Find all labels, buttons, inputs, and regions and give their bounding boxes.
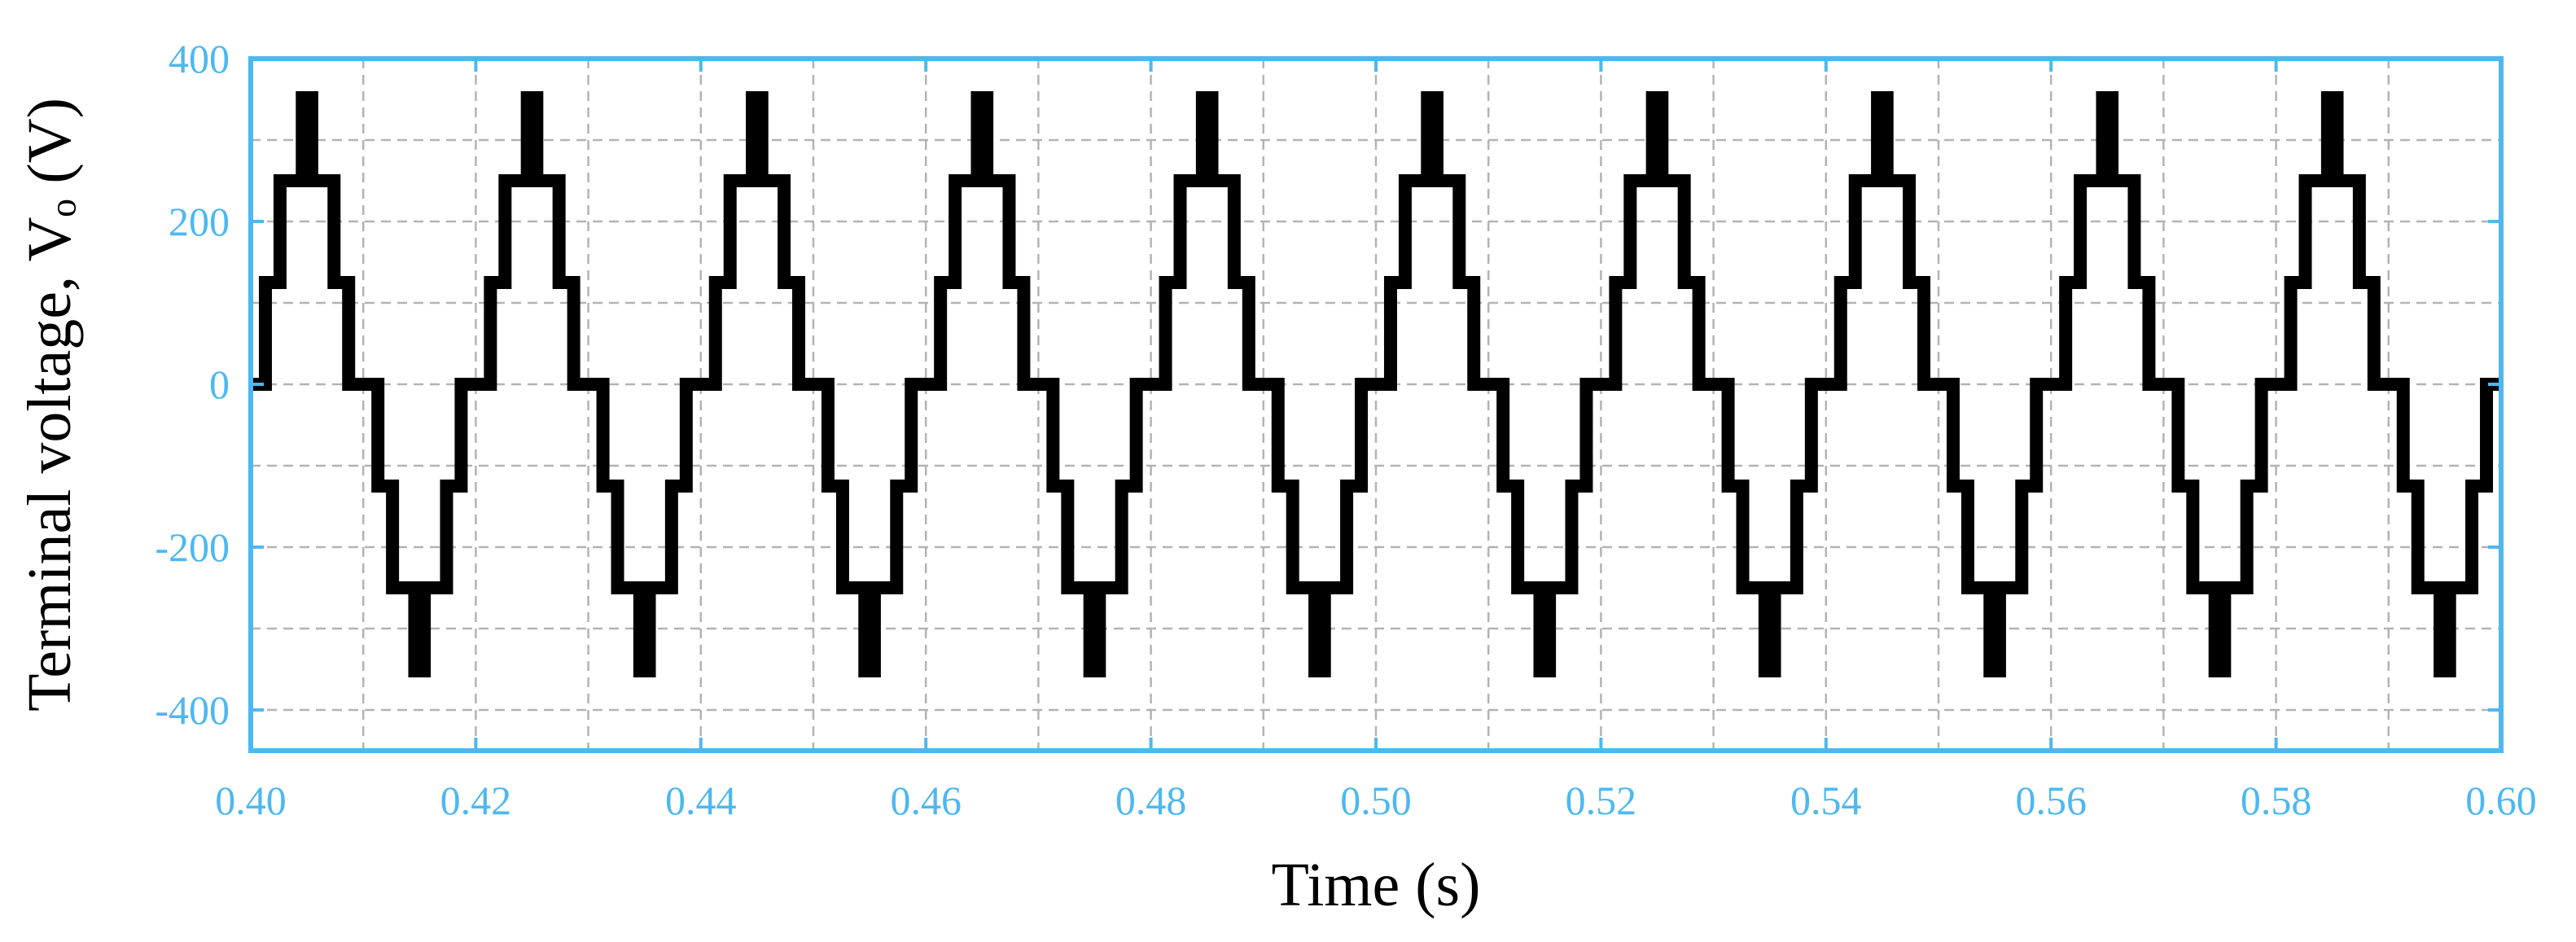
pwm-band	[1758, 588, 1781, 677]
y-tick-label: 200	[169, 199, 230, 244]
pwm-band	[746, 91, 769, 181]
pwm-band	[1195, 91, 1219, 181]
y-tick-labels: 400 200 0 -200 -400	[155, 36, 230, 733]
y-tick-label: -400	[155, 687, 230, 733]
pwm-band	[970, 91, 994, 181]
grid-lines	[251, 57, 2501, 751]
pwm-band	[633, 588, 656, 677]
pwm-band	[2208, 588, 2232, 677]
y-tick-label: 400	[169, 36, 230, 81]
pwm-band	[1083, 588, 1106, 677]
pwm-band	[408, 588, 432, 677]
voltage-series	[251, 91, 2501, 677]
y-axis-title: Terminal voltage, Vₒ (V)	[15, 98, 84, 712]
pwm-band	[2320, 91, 2344, 181]
x-tick-labels: 0.40 0.42 0.44 0.46 0.48 0.50 0.52 0.54 0.56 0.58…	[215, 778, 2537, 823]
pwm-band	[1645, 91, 1669, 181]
x-tick-label: 0.60	[2465, 778, 2537, 823]
voltage-line	[251, 174, 2501, 594]
x-tick-label: 0.46	[890, 778, 962, 823]
x-tick-label: 0.40	[215, 778, 287, 823]
x-tick-label: 0.48	[1115, 778, 1187, 823]
x-tick-label: 0.58	[2241, 778, 2312, 823]
pwm-band	[2096, 91, 2119, 181]
x-axis-title: Time (s)	[1272, 851, 1481, 919]
tick-marks	[249, 57, 2503, 751]
pwm-band	[520, 91, 544, 181]
pwm-band	[858, 588, 881, 677]
y-tick-label: 0	[209, 361, 230, 407]
pwm-band	[1308, 588, 1331, 677]
x-tick-label: 0.42	[440, 778, 512, 823]
x-tick-label: 0.54	[1790, 778, 1862, 823]
pwm-band	[1871, 91, 1894, 181]
x-tick-label: 0.52	[1566, 778, 1637, 823]
x-tick-label: 0.56	[2015, 778, 2087, 823]
y-tick-label: -200	[155, 524, 230, 570]
pwm-band	[296, 91, 318, 181]
x-tick-label: 0.44	[665, 778, 737, 823]
pwm-band	[1533, 588, 1557, 677]
pwm-band	[1421, 91, 1444, 181]
x-tick-label: 0.50	[1340, 778, 1412, 823]
pwm-band	[1983, 588, 2006, 677]
pwm-band	[2434, 588, 2456, 677]
